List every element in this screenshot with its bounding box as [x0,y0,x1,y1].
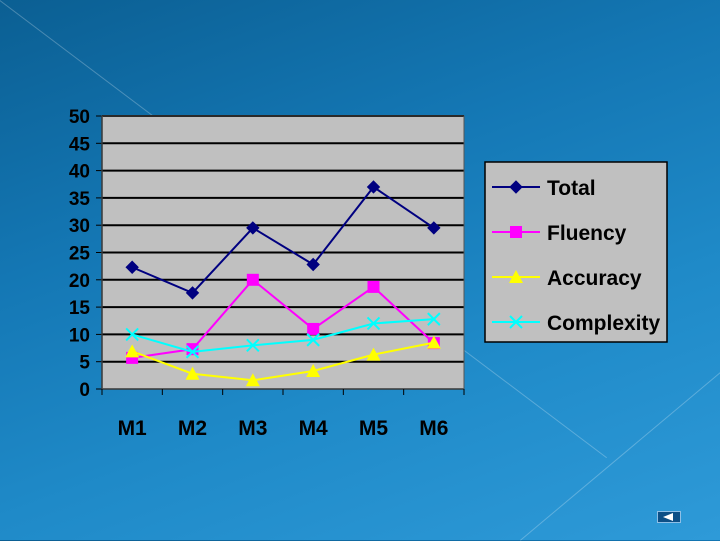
y-tick-label: 40 [69,162,90,183]
x-tick-label: M3 [238,417,267,440]
y-tick-label: 25 [69,244,91,265]
data-point-accuracy [426,335,441,349]
data-point-complexity [427,312,441,326]
data-point-fluency [126,351,139,364]
data-point-fluency [186,343,199,356]
data-point-complexity [306,333,320,347]
series-line-accuracy [131,341,435,382]
y-tick-label: 45 [69,134,91,155]
y-tick-label: 15 [69,298,91,319]
y-tick-label: 30 [69,216,90,237]
data-point-fluency [307,322,320,335]
x-tick-label: M2 [178,417,207,440]
legend-label: Total [547,177,596,200]
y-tick-label: 50 [69,107,90,128]
back-arrow-icon [663,513,673,521]
data-point-accuracy [245,373,260,387]
data-point-accuracy [306,363,321,377]
data-point-accuracy [125,344,140,358]
data-point-total [185,286,200,300]
data-point-total [366,180,381,194]
legend-marker [509,180,523,194]
data-point-accuracy [185,366,200,380]
series-line-fluency [132,278,435,359]
legend-marker [509,315,523,329]
x-tick-label: M1 [118,417,147,440]
legend-label: Complexity [547,312,661,335]
x-tick-label: M5 [359,417,388,440]
y-tick-label: 0 [79,380,90,401]
x-tick-label: M6 [419,417,448,440]
series-line-complexity [131,318,434,353]
data-point-complexity [246,338,260,353]
data-point-total [246,221,260,235]
series-line-total [131,185,435,295]
legend-label: Fluency [547,222,627,245]
y-tick-label: 5 [79,353,90,374]
y-tick-label: 20 [69,271,90,292]
data-point-complexity [125,327,139,342]
legend-marker [510,226,522,238]
data-point-complexity [185,345,200,359]
data-point-fluency [246,273,259,286]
y-tick-label: 10 [69,325,90,346]
y-tick-label: 35 [69,189,91,210]
legend-label: Accuracy [547,267,642,290]
data-point-complexity [366,316,381,331]
x-tick-label: M4 [299,417,328,440]
back-button[interactable] [657,511,681,523]
data-point-accuracy [366,347,381,361]
data-point-fluency [367,280,380,293]
legend-marker [509,270,523,283]
data-point-total [306,257,320,272]
data-point-total [125,260,139,274]
data-point-total [427,221,441,235]
